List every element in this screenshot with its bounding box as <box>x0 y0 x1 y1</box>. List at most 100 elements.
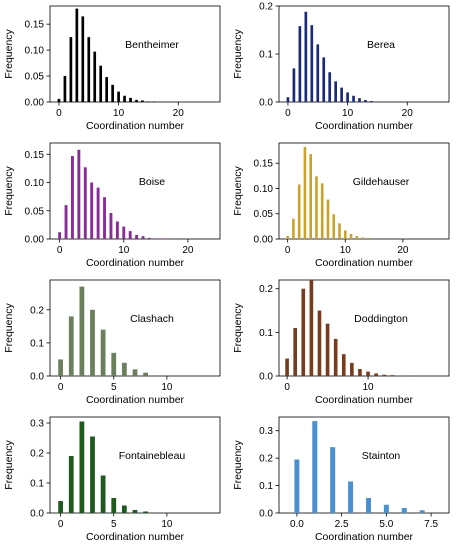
boise-bar <box>71 155 74 239</box>
berea-bar <box>334 81 337 102</box>
bentheimer-bar <box>141 100 144 102</box>
fontainebleau-bar <box>143 511 149 513</box>
boise-x-tick-label: 0 <box>57 245 63 256</box>
clashach-bar <box>90 309 95 376</box>
gildehauser-bar <box>349 233 353 239</box>
boise-bar <box>83 167 87 239</box>
clashach-y-axis-title: Frequency <box>3 302 15 352</box>
doddington-sample-title: Doddington <box>354 313 408 325</box>
berea-bar <box>304 11 308 102</box>
boise-y-axis-title: Frequency <box>3 165 15 215</box>
berea-bar <box>370 101 373 102</box>
gildehauser-bar <box>286 235 289 239</box>
gildehauser-sample-title: Gildehauser <box>353 176 410 188</box>
doddington-bar <box>390 375 395 376</box>
bentheimer-bar <box>57 98 61 102</box>
bentheimer-bar <box>111 84 114 102</box>
boise-bar <box>109 213 113 239</box>
boise-bar <box>77 149 81 239</box>
stainton-x-tick-label: 7.5 <box>424 519 438 530</box>
stainton-bar <box>312 421 318 513</box>
bentheimer-bar <box>153 101 156 103</box>
berea-y-axis-title: Frequency <box>232 28 244 78</box>
stainton-x-tick-label: 0.0 <box>290 519 304 530</box>
stainton-y-tick-label: 0.1 <box>259 481 273 492</box>
bentheimer-y-axis-title: Frequency <box>3 28 15 78</box>
bentheimer-bar <box>87 37 91 102</box>
bentheimer-y-tick-label: 0.10 <box>25 46 45 57</box>
clashach-y-tick-label: 0.0 <box>30 372 44 383</box>
bentheimer-y-tick-label: 0.15 <box>25 20 45 31</box>
fontainebleau-bar <box>111 498 117 513</box>
bentheimer-x-axis-title: Coordination number <box>86 120 185 132</box>
chart-stainton: 0.0 2.5 5.0 7.5 0.0 0.1 0.2 0.3 Coordination num… <box>232 416 450 543</box>
berea-x-tick-label: 0 <box>285 108 291 119</box>
boise-plot-frame <box>49 142 221 240</box>
stainton-y-axis-title: Frequency <box>232 439 244 489</box>
fontainebleau-bar <box>68 456 74 513</box>
berea-bar <box>340 87 343 102</box>
bentheimer-bar <box>63 76 67 102</box>
berea-x-tick-label: 20 <box>402 108 414 119</box>
fontainebleau-y-tick-label: 0.3 <box>30 419 44 430</box>
doddington-bar <box>301 288 306 376</box>
fontainebleau-bar <box>90 436 95 513</box>
bentheimer-x-tick-label: 10 <box>113 108 125 119</box>
clashach-x-tick-label: 5 <box>111 382 117 393</box>
doddington-bar <box>366 371 370 376</box>
berea-bar <box>358 98 361 102</box>
fontainebleau-x-tick-label: 0 <box>58 519 64 530</box>
berea-bar <box>364 100 367 102</box>
berea-x-axis-title: Coordination number <box>315 120 414 132</box>
chart-berea: 0 10 20 0.0 0.1 0.2 Coordination number Frequen… <box>232 2 450 132</box>
fontainebleau-bar <box>58 501 64 513</box>
gildehauser-y-tick-label: 0.10 <box>254 184 274 195</box>
gildehauser-bar <box>332 214 336 239</box>
doddington-bar <box>309 280 314 376</box>
clashach-bar <box>111 352 117 376</box>
doddington-bar <box>317 310 322 376</box>
boise-bar <box>147 237 151 239</box>
doddington-bar <box>374 373 378 376</box>
fontainebleau-x-tick-label: 5 <box>111 519 117 530</box>
chart-fontainebleau: 0 5 10 0.0 0.1 0.2 0.3 Coordination number Frequ… <box>3 416 221 543</box>
boise-bar <box>64 205 68 239</box>
chart-bentheimer: 0 10 20 0.00 0.05 0.10 0.15 Coordination number… <box>3 5 221 132</box>
boise-y-tick-label: 0.10 <box>25 178 45 189</box>
bentheimer-bar <box>129 97 132 102</box>
berea-y-tick-label: 0.1 <box>259 50 273 61</box>
stainton-sample-title: Stainton <box>362 450 401 462</box>
stainton-bar <box>294 459 300 513</box>
berea-bar <box>346 92 349 102</box>
clashach-plot-frame <box>49 279 221 377</box>
boise-bar <box>103 197 106 239</box>
boise-bar <box>115 221 119 239</box>
stainton-bar <box>365 497 371 513</box>
gildehauser-x-tick-label: 20 <box>397 245 409 256</box>
clashach-sample-title: Clashach <box>130 313 174 325</box>
fontainebleau-bar <box>100 475 106 513</box>
bentheimer-bar <box>81 16 85 103</box>
gildehauser-bar <box>292 218 295 239</box>
doddington-x-tick-label: 0 <box>284 382 290 393</box>
stainton-x-tick-label: 5.0 <box>379 519 393 530</box>
fontainebleau-x-axis-title: Coordination number <box>86 531 185 543</box>
clashach-x-tick-label: 0 <box>58 382 64 393</box>
berea-x-tick-label: 10 <box>342 108 354 119</box>
chart-boise: 0 10 20 0.00 0.05 0.10 0.15 Coordination number… <box>3 142 221 269</box>
boise-bar <box>90 182 94 239</box>
clashach-bar <box>79 286 85 376</box>
bentheimer-bar <box>117 91 120 102</box>
doddington-bar <box>293 328 298 376</box>
gildehauser-y-tick-label: 0.00 <box>254 235 274 246</box>
chart-clashach: 0 5 10 0.0 0.1 0.2 Coordination number Frequenc… <box>3 279 221 406</box>
fontainebleau-bar <box>121 505 127 513</box>
gildehauser-bar <box>326 199 330 239</box>
clashach-bar <box>121 362 127 376</box>
gildehauser-bar <box>343 230 347 239</box>
stainton-y-tick-label: 0.0 <box>259 509 273 520</box>
stainton-bar <box>348 481 354 513</box>
doddington-bar <box>350 362 354 376</box>
gildehauser-bar <box>320 183 324 239</box>
berea-bar <box>316 44 320 102</box>
